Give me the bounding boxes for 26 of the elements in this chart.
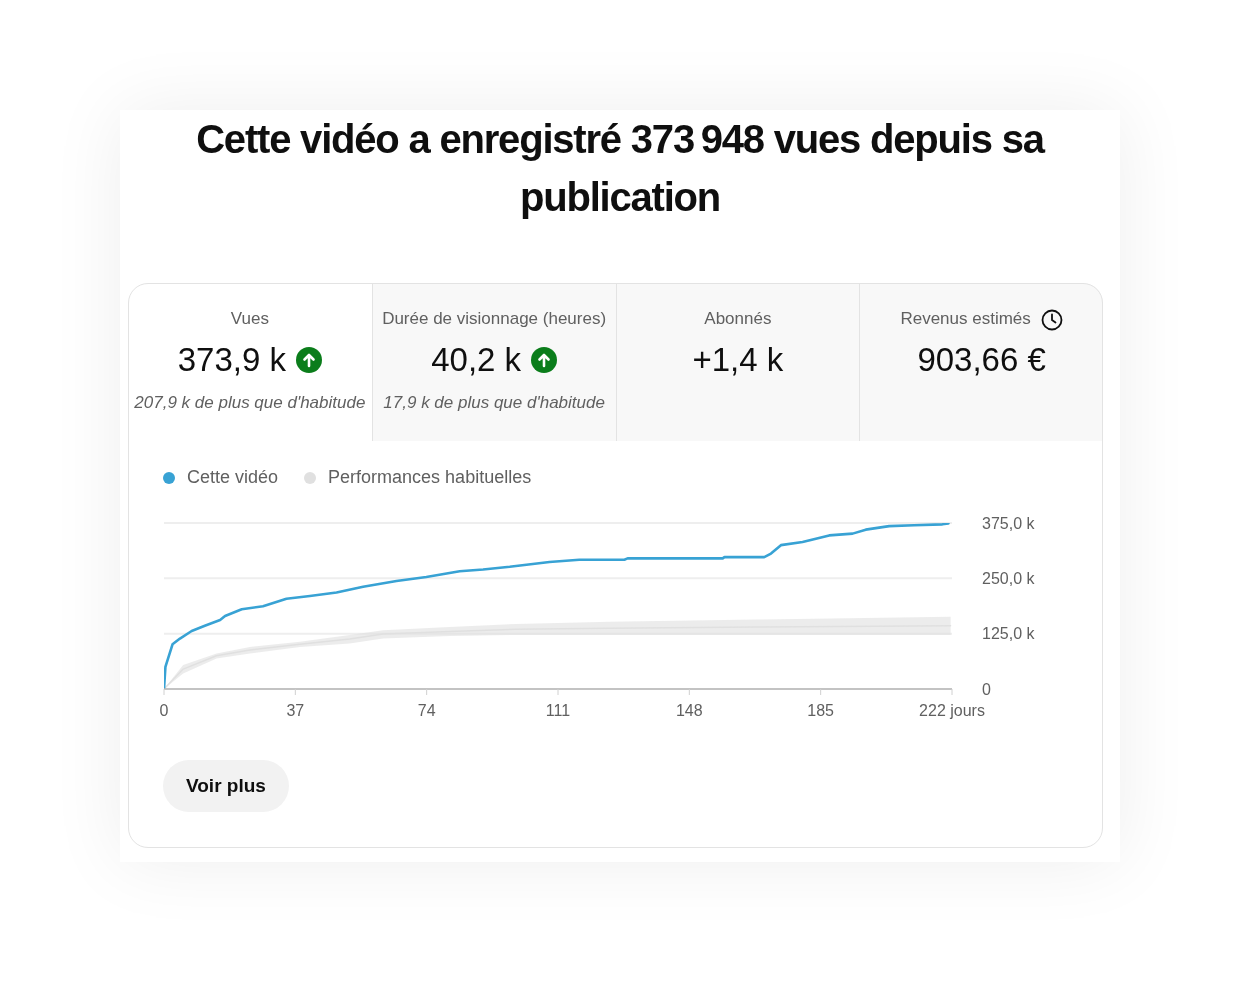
category-label: Durée de visionnage (heures) bbox=[382, 309, 607, 328]
text: 903,66 € bbox=[917, 341, 1046, 378]
text: 40,2 k bbox=[431, 341, 522, 378]
text: 373,9 k bbox=[177, 341, 286, 378]
x-tick-label: 37 bbox=[286, 702, 305, 720]
category-label: Revenus estimés bbox=[900, 309, 1031, 329]
text: 207,9 k de plus que d'habitude bbox=[134, 393, 366, 412]
x-tick-label: 74 bbox=[417, 702, 436, 720]
text: Cette vidéo a enregistré 373 948 vues depuis sa publication bbox=[196, 117, 1044, 219]
x-tick-label: 0 bbox=[159, 702, 169, 720]
legend-label: Performances habituelles bbox=[328, 467, 532, 488]
y-tick-label: 0 bbox=[982, 680, 991, 698]
x-tick-label: 185 bbox=[807, 702, 835, 720]
x-tick-label: 148 bbox=[675, 702, 703, 720]
x-tick-label: 111 bbox=[545, 702, 571, 720]
category-label: Vues bbox=[230, 309, 269, 328]
button: Voir plus bbox=[163, 760, 289, 812]
y-tick-label: 250,0 k bbox=[982, 570, 1036, 588]
y-tick-label: 375,0 k bbox=[982, 514, 1036, 532]
text: +1,4 k bbox=[692, 341, 784, 378]
line-series bbox=[164, 523, 950, 689]
y-tick-label: 125,0 k bbox=[982, 625, 1036, 643]
category-label: Abonnés bbox=[704, 309, 772, 328]
x-tick-label: 222 jours bbox=[919, 702, 985, 720]
legend-label: Cette vidéo bbox=[187, 467, 279, 488]
text: 17,9 k de plus que d'habitude bbox=[383, 393, 605, 412]
